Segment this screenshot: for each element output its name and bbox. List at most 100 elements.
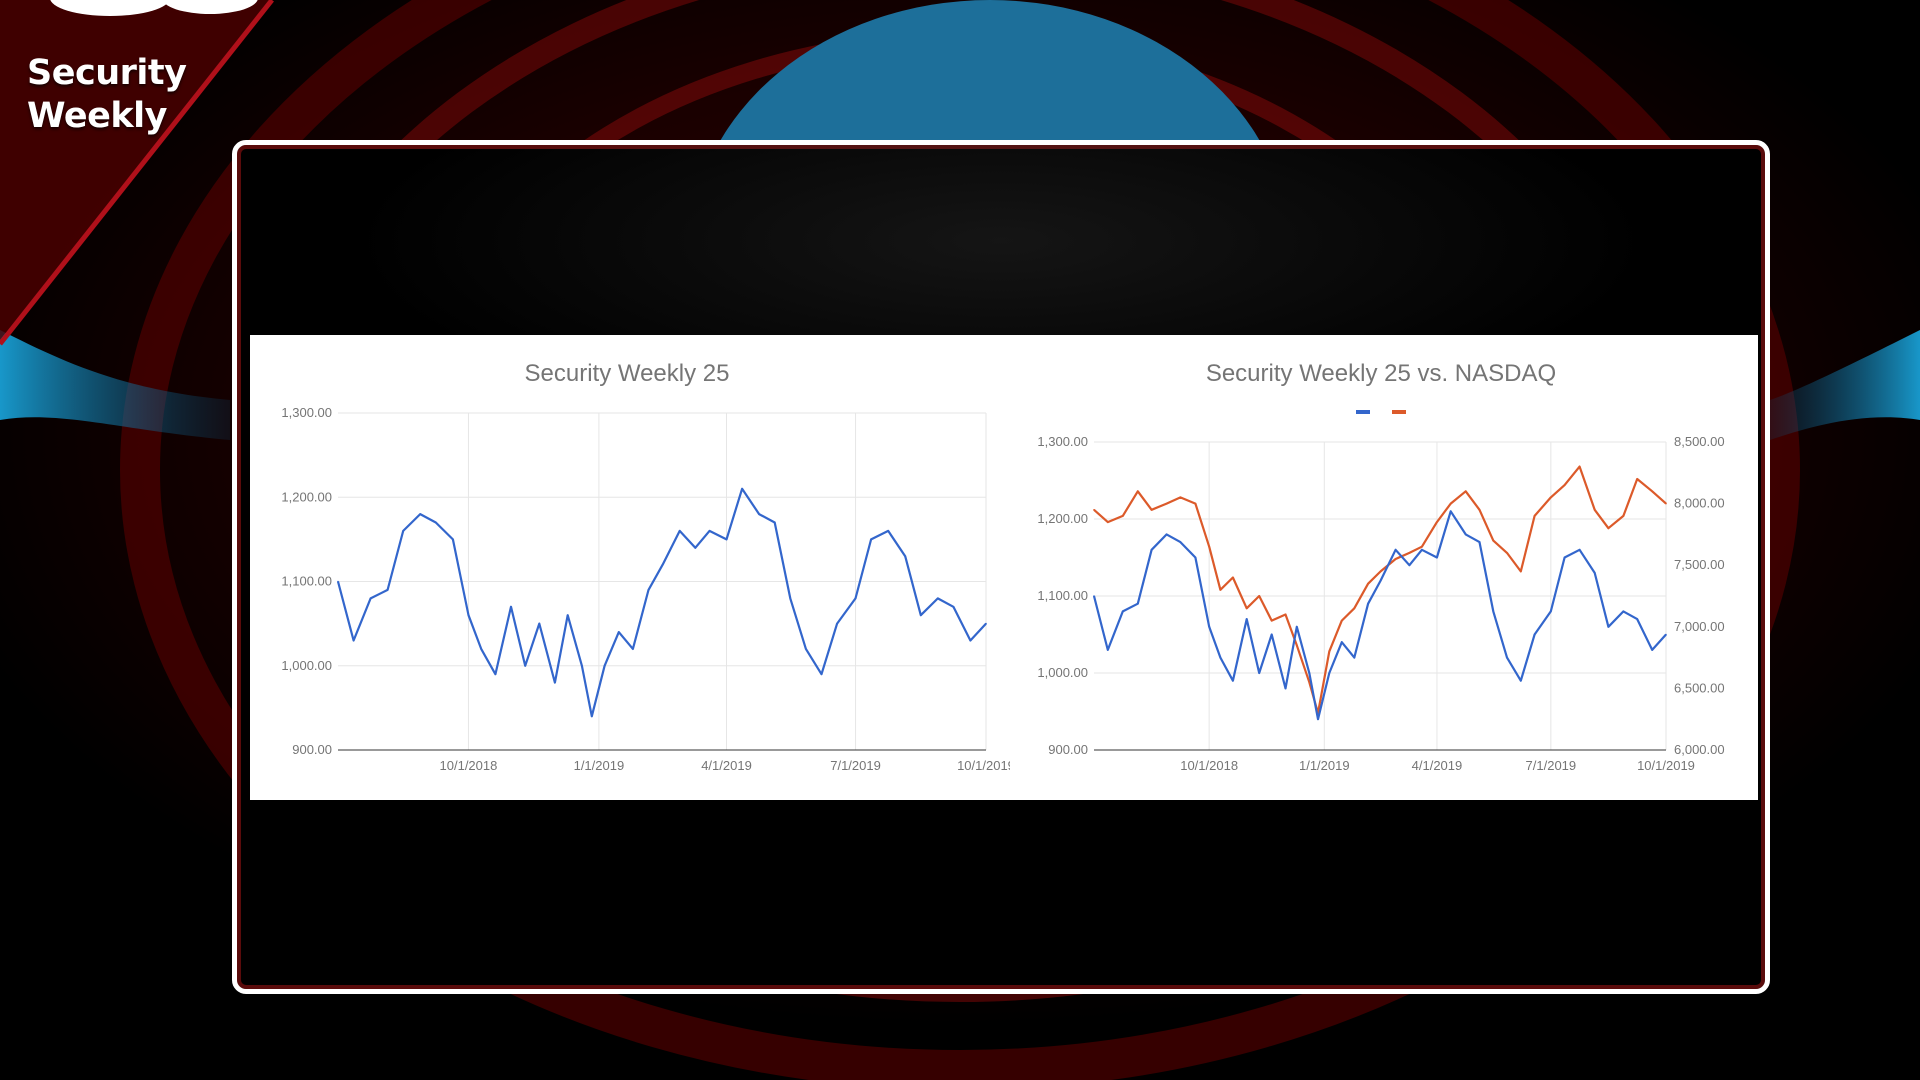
chart-2-series-0-point bbox=[1563, 556, 1566, 559]
chart-1-series-0-point bbox=[467, 614, 470, 616]
chart-1-series-0-point bbox=[452, 538, 454, 541]
chart-1-series-0-point bbox=[836, 622, 838, 625]
chart-2-series-0-point bbox=[1367, 602, 1369, 605]
chart-2-series-0-point bbox=[1137, 602, 1139, 605]
chart-2-series-1-point bbox=[1506, 552, 1508, 554]
chart-1-series-0-point bbox=[969, 639, 972, 642]
chart-2-series-0-point bbox=[1093, 595, 1095, 597]
charts-panel: Security Weekly 25 900.00 1,000.00 1,100.0… bbox=[250, 335, 1758, 800]
chart-1-series-0-point bbox=[870, 538, 872, 541]
chart-1-y-tick: 1,100.00 bbox=[281, 574, 332, 589]
chart-security-weekly-vs-nasdaq: Security Weekly 25 vs. NASDAQ 900.00 1,00… bbox=[1010, 335, 1758, 800]
chart-2-series-1-point bbox=[1208, 545, 1210, 548]
chart-1-series-0-point bbox=[678, 530, 681, 532]
chart-2-y-tick: 900.00 bbox=[1048, 742, 1088, 757]
chart-2-series-0-point bbox=[1194, 556, 1197, 559]
chart-2-series-0-point bbox=[1665, 633, 1667, 636]
chart-1-series-0-point bbox=[510, 606, 512, 608]
chart-1-y-tick: 1,000.00 bbox=[281, 658, 332, 673]
chart-1-series-0-point bbox=[581, 665, 583, 667]
chart-2-series-1-point bbox=[1408, 552, 1411, 554]
chart-2-series-1-point bbox=[1150, 509, 1153, 511]
chart-1-series-0-point bbox=[887, 530, 889, 532]
chart-2-grid bbox=[1094, 441, 1667, 751]
chart-2-y-right-tick: 6,500.00 bbox=[1674, 680, 1725, 695]
chart-2-series-0-point bbox=[1122, 610, 1124, 613]
chart-2-series-0-point bbox=[1258, 672, 1260, 674]
chart-2-series-0-point bbox=[1506, 656, 1508, 659]
chart-1-y-tick: 1,300.00 bbox=[281, 405, 332, 420]
chart-1-series-0-point bbox=[603, 665, 606, 667]
chart-1-series-0-point bbox=[554, 681, 556, 684]
chart-1-series-0-point bbox=[419, 513, 421, 515]
chart-1-series-0-point bbox=[402, 530, 404, 532]
chart-1-series-0-point bbox=[494, 673, 497, 675]
chart-2-legend-swatch bbox=[1392, 410, 1406, 414]
chart-1-series-0-point bbox=[708, 530, 711, 532]
chart-1-x-tick: 4/1/2019 bbox=[701, 758, 752, 773]
chart-1-grid bbox=[338, 412, 987, 751]
chart-2-series-1-point bbox=[1308, 681, 1311, 683]
chart-1-x-tick: 10/1/2019 bbox=[957, 758, 1010, 773]
chart-2-series-0-point bbox=[1328, 672, 1331, 674]
chart-2-series-1-point bbox=[1219, 589, 1222, 591]
chart-2-series-1-point bbox=[1179, 496, 1182, 499]
chart-1-series-0-point bbox=[741, 488, 743, 490]
chart-1-series-0-point bbox=[369, 597, 372, 600]
chart-2-series-1-point bbox=[1296, 644, 1298, 647]
chart-2-series-1-point bbox=[1137, 490, 1139, 493]
chart-2-series-0-point bbox=[1308, 672, 1311, 674]
chart-2-series-1-point bbox=[1622, 515, 1625, 517]
chart-2-series-0-point bbox=[1533, 633, 1536, 636]
chart-2-series-0-point bbox=[1550, 610, 1552, 613]
chart-2-series-0-point bbox=[1578, 549, 1581, 551]
chart-2-series-0-point bbox=[1219, 656, 1222, 659]
chart-2-series-1-point bbox=[1107, 521, 1109, 523]
chart-2-series-1-point bbox=[1449, 502, 1452, 505]
chart-2-series-1-point bbox=[1478, 509, 1481, 511]
chart-2-y-right-tick: 8,500.00 bbox=[1674, 434, 1725, 449]
chart-2-series-1-point bbox=[1270, 619, 1273, 622]
chart-2-series-0-point bbox=[1208, 626, 1210, 628]
chart-2-series-1-point bbox=[1578, 465, 1581, 468]
chart-1-x-tick: 10/1/2018 bbox=[440, 758, 498, 773]
chart-1-series-0-point bbox=[524, 665, 526, 667]
chart-1-title: Security Weekly 25 bbox=[525, 360, 730, 387]
chart-2-series-1-point bbox=[1464, 490, 1467, 493]
chart-2-series-0-point bbox=[1408, 564, 1411, 566]
chart-2-x-tick: 10/1/2018 bbox=[1180, 758, 1238, 773]
chart-2-series-0-point bbox=[1341, 641, 1343, 643]
chart-2-series-1-point bbox=[1593, 509, 1596, 511]
chart-2-title: Security Weekly 25 vs. NASDAQ bbox=[1206, 360, 1556, 387]
chart-1-series-0-point bbox=[985, 622, 987, 625]
chart-1-series-0-point bbox=[386, 589, 389, 591]
chart-2-series-1-point bbox=[1607, 527, 1610, 529]
chart-2-y-right-tick: 7,500.00 bbox=[1674, 557, 1725, 572]
chart-2-x-tick: 7/1/2019 bbox=[1526, 758, 1577, 773]
chart-1-series-0-point bbox=[694, 547, 697, 549]
chart-1-svg: Security Weekly 25 900.00 1,000.00 1,100.0… bbox=[281, 360, 1010, 773]
chart-1-series-0-point bbox=[773, 521, 776, 524]
chart-1-series-0-point bbox=[920, 614, 922, 616]
chart-1-series-0-point bbox=[854, 597, 857, 600]
chart-2-series-0-point bbox=[1270, 633, 1273, 636]
chart-1-series-0-point bbox=[758, 513, 760, 515]
chart-2-series-0-point bbox=[1421, 549, 1423, 551]
chart-1-series-0-point bbox=[618, 631, 620, 633]
chart-2-series-0-point bbox=[1353, 656, 1356, 659]
chart-1-series-0-point bbox=[647, 589, 650, 591]
chart-2-series-1-point bbox=[1367, 582, 1369, 585]
chart-2-series-1-point bbox=[1520, 570, 1522, 573]
chart-1-series-0-point bbox=[480, 648, 482, 650]
chart-2-series-0-point bbox=[1436, 556, 1438, 559]
chart-2-series-0-point bbox=[1636, 618, 1638, 620]
chart-2-series-0-point bbox=[1165, 533, 1168, 536]
chart-2-series-0-point bbox=[1651, 649, 1653, 651]
chart-2-series-1-point bbox=[1284, 613, 1287, 616]
chart-2-series-1-point bbox=[1328, 650, 1331, 653]
chart-2-series-1-line bbox=[1093, 465, 1667, 715]
chart-2-series-1-point bbox=[1353, 607, 1356, 610]
chart-2-series-0-point bbox=[1379, 579, 1382, 582]
chart-2-series-1-point bbox=[1258, 595, 1260, 597]
chart-1-series-0-point bbox=[566, 614, 569, 616]
